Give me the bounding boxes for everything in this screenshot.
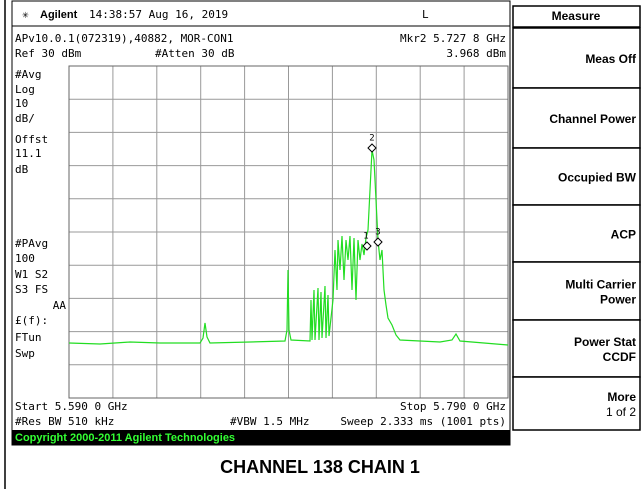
marker-label: 1 — [363, 232, 368, 242]
softkey-title: Measure — [552, 9, 601, 23]
softkey-box — [512, 147, 641, 206]
softkey-label: 1 of 2 — [606, 405, 636, 419]
copyright: Copyright 2000-2011 Agilent Technologies — [15, 432, 235, 444]
sweep: Sweep 2.333 ms (1001 pts) — [340, 415, 506, 428]
softkey-label: Meas Off — [585, 52, 637, 66]
marker-diamonds — [362, 143, 383, 251]
softkey[interactable]: Occupied BW — [512, 147, 641, 206]
softkey-box — [512, 319, 641, 378]
marker-3 — [373, 237, 383, 247]
marker-label: 2 — [369, 134, 374, 144]
softkey-label: More — [607, 390, 636, 404]
marker-1 — [362, 241, 372, 251]
copyright-bar — [12, 430, 510, 445]
trace — [68, 149, 509, 346]
side-label: #Avg — [15, 68, 42, 81]
side-label: AA — [53, 299, 67, 312]
stop-freq: Stop 5.790 0 GHz — [400, 400, 506, 413]
mode: L — [422, 8, 429, 21]
side-label: Log — [15, 83, 35, 96]
side-label: #PAvg — [15, 237, 48, 250]
side-label: £(f): — [15, 314, 48, 327]
res-bw: #Res BW 510 kHz — [15, 415, 114, 428]
side-label: Offst — [15, 133, 48, 146]
softkey-label: Power Stat — [574, 335, 636, 349]
side-label: dB — [15, 163, 29, 176]
star-icon: ✳ — [22, 8, 29, 21]
side-label: W1 S2 — [15, 268, 48, 281]
softkey-box — [512, 87, 641, 149]
softkey-label: Multi Carrier — [565, 278, 636, 292]
side-label: S3 FS — [15, 283, 48, 296]
side-label: dB/ — [15, 112, 35, 125]
softkey[interactable]: Channel Power — [512, 87, 641, 149]
vbw: #VBW 1.5 MHz — [230, 415, 309, 428]
softkey-box — [512, 204, 641, 263]
softkey[interactable]: ACP — [512, 204, 641, 263]
softkey-label: ACP — [611, 228, 636, 242]
softkey-label: Power — [600, 293, 636, 307]
graticule — [69, 66, 508, 398]
marker-value: 3.968 dBm — [446, 47, 506, 60]
softkey[interactable]: Meas Off — [512, 27, 641, 89]
caption: CHANNEL 138 CHAIN 1 — [220, 457, 420, 477]
softkey-title-box — [512, 5, 641, 28]
side-label: 10 — [15, 97, 28, 110]
version: APv10.0.1(072319),40882, MOR-CON1 — [15, 32, 234, 45]
start-freq: Start 5.590 0 GHz — [15, 400, 128, 413]
softkey-label: Channel Power — [549, 112, 636, 126]
side-label: FTun — [15, 331, 42, 344]
softkeys: Meas Off Channel Power Occupied BW ACP Multi… — [512, 27, 641, 431]
marker-label: 3 — [375, 228, 380, 238]
side-label: 11.1 — [15, 147, 42, 160]
side-label: 100 — [15, 252, 35, 265]
time: 14:38:57 Aug 16, 2019 — [89, 8, 228, 21]
attenuation: #Atten 30 dB — [155, 47, 235, 60]
graticule-border — [68, 65, 509, 399]
side-label: Swp — [15, 347, 35, 360]
softkey-box — [512, 376, 641, 431]
brand: Agilent — [40, 9, 78, 21]
marker-freq: Mkr2 5.727 8 GHz — [400, 32, 506, 45]
marker-2 — [367, 143, 377, 153]
display — [11, 0, 511, 446]
ref-level: Ref 30 dBm — [15, 47, 82, 60]
softkey-box — [512, 261, 641, 321]
softkey-label: CCDF — [603, 350, 636, 364]
softkey-label: Occupied BW — [558, 171, 637, 185]
